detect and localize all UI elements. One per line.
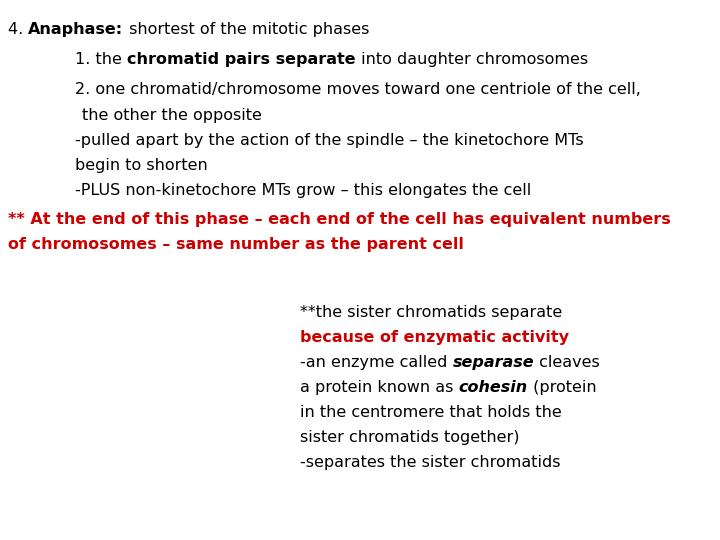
Text: of chromosomes – same number as the parent cell: of chromosomes – same number as the pare… [8, 237, 464, 252]
Text: (protein: (protein [528, 380, 596, 395]
Text: **the sister chromatids separate: **the sister chromatids separate [300, 305, 562, 320]
Text: begin to shorten: begin to shorten [75, 158, 208, 173]
Text: into daughter chromosomes: into daughter chromosomes [356, 52, 588, 67]
Text: -PLUS non-kinetochore MTs grow – this elongates the cell: -PLUS non-kinetochore MTs grow – this el… [75, 183, 531, 198]
Text: -separates the sister chromatids: -separates the sister chromatids [300, 455, 560, 470]
Text: the other the opposite: the other the opposite [82, 108, 262, 123]
Text: shortest of the mitotic phases: shortest of the mitotic phases [124, 22, 369, 37]
Text: cohesin: cohesin [459, 380, 528, 395]
Text: ** At the end of this phase – each end of the cell has equivalent numbers: ** At the end of this phase – each end o… [8, 212, 671, 227]
Text: -pulled apart by the action of the spindle – the kinetochore MTs: -pulled apart by the action of the spind… [75, 133, 584, 148]
Text: in the centromere that holds the: in the centromere that holds the [300, 405, 562, 420]
Text: a protein known as: a protein known as [300, 380, 459, 395]
Text: Anaphase:: Anaphase: [28, 22, 124, 37]
Text: -an enzyme called: -an enzyme called [300, 355, 452, 370]
Text: 1. the: 1. the [75, 52, 127, 67]
Text: because of enzymatic activity: because of enzymatic activity [300, 330, 569, 345]
Text: chromatid pairs separate: chromatid pairs separate [127, 52, 356, 67]
Text: 2. one chromatid/chromosome moves toward one centriole of the cell,: 2. one chromatid/chromosome moves toward… [75, 82, 641, 97]
Text: cleaves: cleaves [534, 355, 600, 370]
Text: sister chromatids together): sister chromatids together) [300, 430, 520, 445]
Text: 4.: 4. [8, 22, 28, 37]
Text: separase: separase [452, 355, 534, 370]
